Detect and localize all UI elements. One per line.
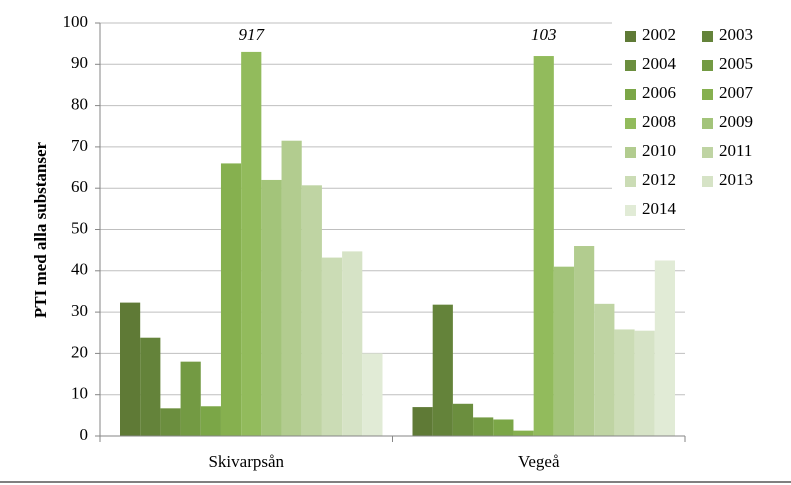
bar (220, 163, 242, 437)
annotation: 917 (239, 25, 266, 44)
bar (342, 251, 363, 436)
legend-swatch (625, 31, 636, 42)
legend-swatch (702, 31, 713, 42)
x-tick-label: Skivarpsån (208, 452, 284, 471)
legend-swatch (625, 176, 636, 187)
bar (493, 419, 514, 436)
y-tick-label: 10 (71, 384, 88, 403)
bar (533, 56, 554, 436)
bar (513, 430, 534, 436)
legend-swatch (702, 176, 713, 187)
bar (574, 246, 595, 436)
legend-label: 2003 (719, 25, 753, 44)
bar (321, 257, 343, 436)
bar (241, 51, 262, 436)
bar (412, 407, 433, 436)
bar (432, 304, 453, 436)
y-tick-label: 60 (71, 177, 88, 196)
legend-swatch (702, 60, 713, 71)
legend-swatch (625, 147, 636, 158)
legend-swatch (625, 205, 636, 216)
legend-label: 2009 (719, 112, 753, 131)
legend-swatch (702, 89, 713, 100)
legend-label: 2007 (719, 83, 754, 102)
legend-box (612, 20, 788, 225)
y-axis-label: PTI med alla substanser (31, 141, 50, 318)
bar (614, 329, 635, 436)
bar (473, 417, 494, 436)
legend-label: 2002 (642, 25, 676, 44)
bar (654, 260, 675, 436)
x-tick-label: Vegeå (518, 452, 560, 471)
legend-label: 2004 (642, 54, 677, 73)
legend-label: 2008 (642, 112, 676, 131)
legend-label: 2012 (642, 170, 676, 189)
bar (281, 140, 302, 436)
bar (362, 353, 383, 436)
bar (553, 266, 575, 436)
legend-swatch (702, 118, 713, 129)
legend-label: 2011 (719, 141, 752, 160)
legend-label: 2006 (642, 83, 676, 102)
bar (594, 303, 615, 436)
y-tick-label: 70 (71, 136, 88, 155)
y-tick-label: 20 (71, 342, 88, 361)
legend-label: 2014 (642, 199, 677, 218)
bar (140, 337, 161, 436)
y-tick-label: 50 (71, 218, 88, 237)
y-tick-label: 80 (71, 95, 88, 114)
legend-swatch (625, 60, 636, 71)
bar (180, 361, 201, 436)
bar (160, 408, 181, 436)
y-tick-label: 90 (71, 53, 88, 72)
annotation: 103 (531, 25, 557, 44)
bar (261, 179, 282, 436)
y-tick-label: 30 (71, 301, 88, 320)
bar (120, 302, 141, 436)
legend-swatch (625, 89, 636, 100)
legend-swatch (625, 118, 636, 129)
bar (301, 185, 322, 436)
y-tick-label: 0 (80, 425, 89, 444)
bar (200, 406, 221, 436)
legend-label: 2010 (642, 141, 676, 160)
bar (634, 330, 655, 436)
y-tick-label: 40 (71, 260, 88, 279)
legend-swatch (702, 147, 713, 158)
legend-label: 2005 (719, 54, 753, 73)
legend-label: 2013 (719, 170, 753, 189)
y-tick-label: 100 (63, 12, 89, 31)
bar (452, 403, 474, 436)
